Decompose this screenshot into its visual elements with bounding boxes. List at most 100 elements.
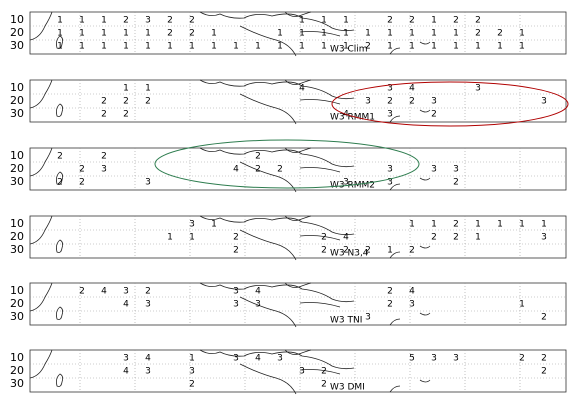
coastline — [239, 25, 341, 57]
cell-value: 1 — [387, 246, 393, 256]
cell-value: 3 — [409, 300, 415, 310]
coastline — [239, 296, 341, 328]
cell-value: 2 — [431, 110, 437, 120]
cell-value: 3 — [541, 97, 547, 107]
cell-value: 2 — [321, 246, 327, 256]
cell-value: 2 — [255, 165, 261, 175]
cell-value: 3 — [387, 84, 393, 94]
cell-value: 3 — [431, 165, 437, 175]
coastline — [199, 215, 355, 236]
cell-value: 3 — [387, 165, 393, 175]
cell-value: 3 — [101, 165, 107, 175]
coastline — [199, 349, 355, 370]
coastline — [29, 215, 53, 245]
cell-value: 1 — [299, 16, 305, 26]
cell-value: 1 — [343, 29, 349, 39]
cell-value: 2 — [409, 16, 415, 26]
coastline — [56, 103, 64, 117]
cell-value: 2 — [431, 233, 437, 243]
cell-value: 2 — [189, 29, 195, 39]
cell-value: 2 — [453, 220, 459, 230]
cell-value: 2 — [365, 42, 371, 52]
cell-value: 1 — [189, 42, 195, 52]
cell-value: 1 — [541, 220, 547, 230]
cell-value: 3 — [145, 367, 151, 377]
cell-value: 1 — [431, 220, 437, 230]
cell-value: 3 — [233, 287, 239, 297]
coastline — [284, 349, 312, 355]
cell-value: 1 — [277, 29, 283, 39]
cell-value: 2 — [387, 16, 393, 26]
cell-value: 3 — [145, 16, 151, 26]
cell-value: 1 — [519, 42, 525, 52]
cell-value: 2 — [123, 97, 129, 107]
cell-value: 2 — [101, 152, 107, 162]
coastline — [29, 282, 53, 312]
cell-value: 2 — [387, 287, 393, 297]
cell-value: 2 — [541, 313, 547, 323]
cell-value: 2 — [343, 246, 349, 256]
y-label: 30 — [10, 377, 24, 390]
cell-value: 1 — [101, 16, 107, 26]
panel-frame — [29, 147, 567, 191]
cell-value: 1 — [519, 300, 525, 310]
cell-value: 1 — [123, 29, 129, 39]
cell-value: 2 — [189, 16, 195, 26]
cell-value: 2 — [145, 97, 151, 107]
coastline — [284, 282, 312, 288]
cell-value: 3 — [453, 165, 459, 175]
cell-value: 3 — [145, 300, 151, 310]
cell-value: 1 — [431, 16, 437, 26]
cell-value: 4 — [123, 300, 129, 310]
cell-value: 2 — [475, 29, 481, 39]
cell-value: 1 — [79, 29, 85, 39]
cell-value: 2 — [453, 178, 459, 188]
cell-value: 2 — [541, 354, 547, 364]
cell-value: 3 — [541, 233, 547, 243]
y-label: 10 — [10, 81, 24, 94]
cell-value: 2 — [541, 367, 547, 377]
cell-value: 1 — [409, 220, 415, 230]
y-label: 20 — [10, 162, 24, 175]
coastline — [284, 79, 312, 85]
cell-value: 4 — [255, 287, 261, 297]
cell-value: 1 — [167, 233, 173, 243]
cell-value: 2 — [519, 354, 525, 364]
coastline — [29, 147, 53, 177]
cell-value: 4 — [123, 367, 129, 377]
y-label: 30 — [10, 175, 24, 188]
cell-value: 3 — [365, 97, 371, 107]
cell-value: 2 — [79, 178, 85, 188]
cell-value: 2 — [453, 233, 459, 243]
cell-value: 2 — [101, 97, 107, 107]
cell-value: 3 — [387, 110, 393, 120]
coastline — [199, 11, 355, 32]
cell-value: 4 — [255, 354, 261, 364]
cell-value: 1 — [321, 42, 327, 52]
cell-value: 3 — [233, 354, 239, 364]
coastline — [56, 306, 64, 320]
cell-value: 2 — [255, 152, 261, 162]
coastline — [284, 147, 312, 153]
cell-value: 1 — [101, 42, 107, 52]
cell-value: 2 — [321, 380, 327, 390]
cell-value: 1 — [211, 220, 217, 230]
cell-value: 5 — [409, 354, 415, 364]
coastline — [389, 41, 431, 55]
cell-value: 2 — [365, 246, 371, 256]
cell-value: 3 — [123, 354, 129, 364]
coastline — [284, 11, 312, 17]
cell-value: 1 — [453, 42, 459, 52]
cell-value: 1 — [453, 29, 459, 39]
panel-label: W3 RMM2 — [330, 181, 375, 191]
cell-value: 1 — [233, 42, 239, 52]
cell-value: 3 — [189, 367, 195, 377]
y-label: 30 — [10, 243, 24, 256]
coastline — [239, 161, 341, 193]
cell-value: 2 — [387, 97, 393, 107]
coastline — [199, 79, 355, 100]
